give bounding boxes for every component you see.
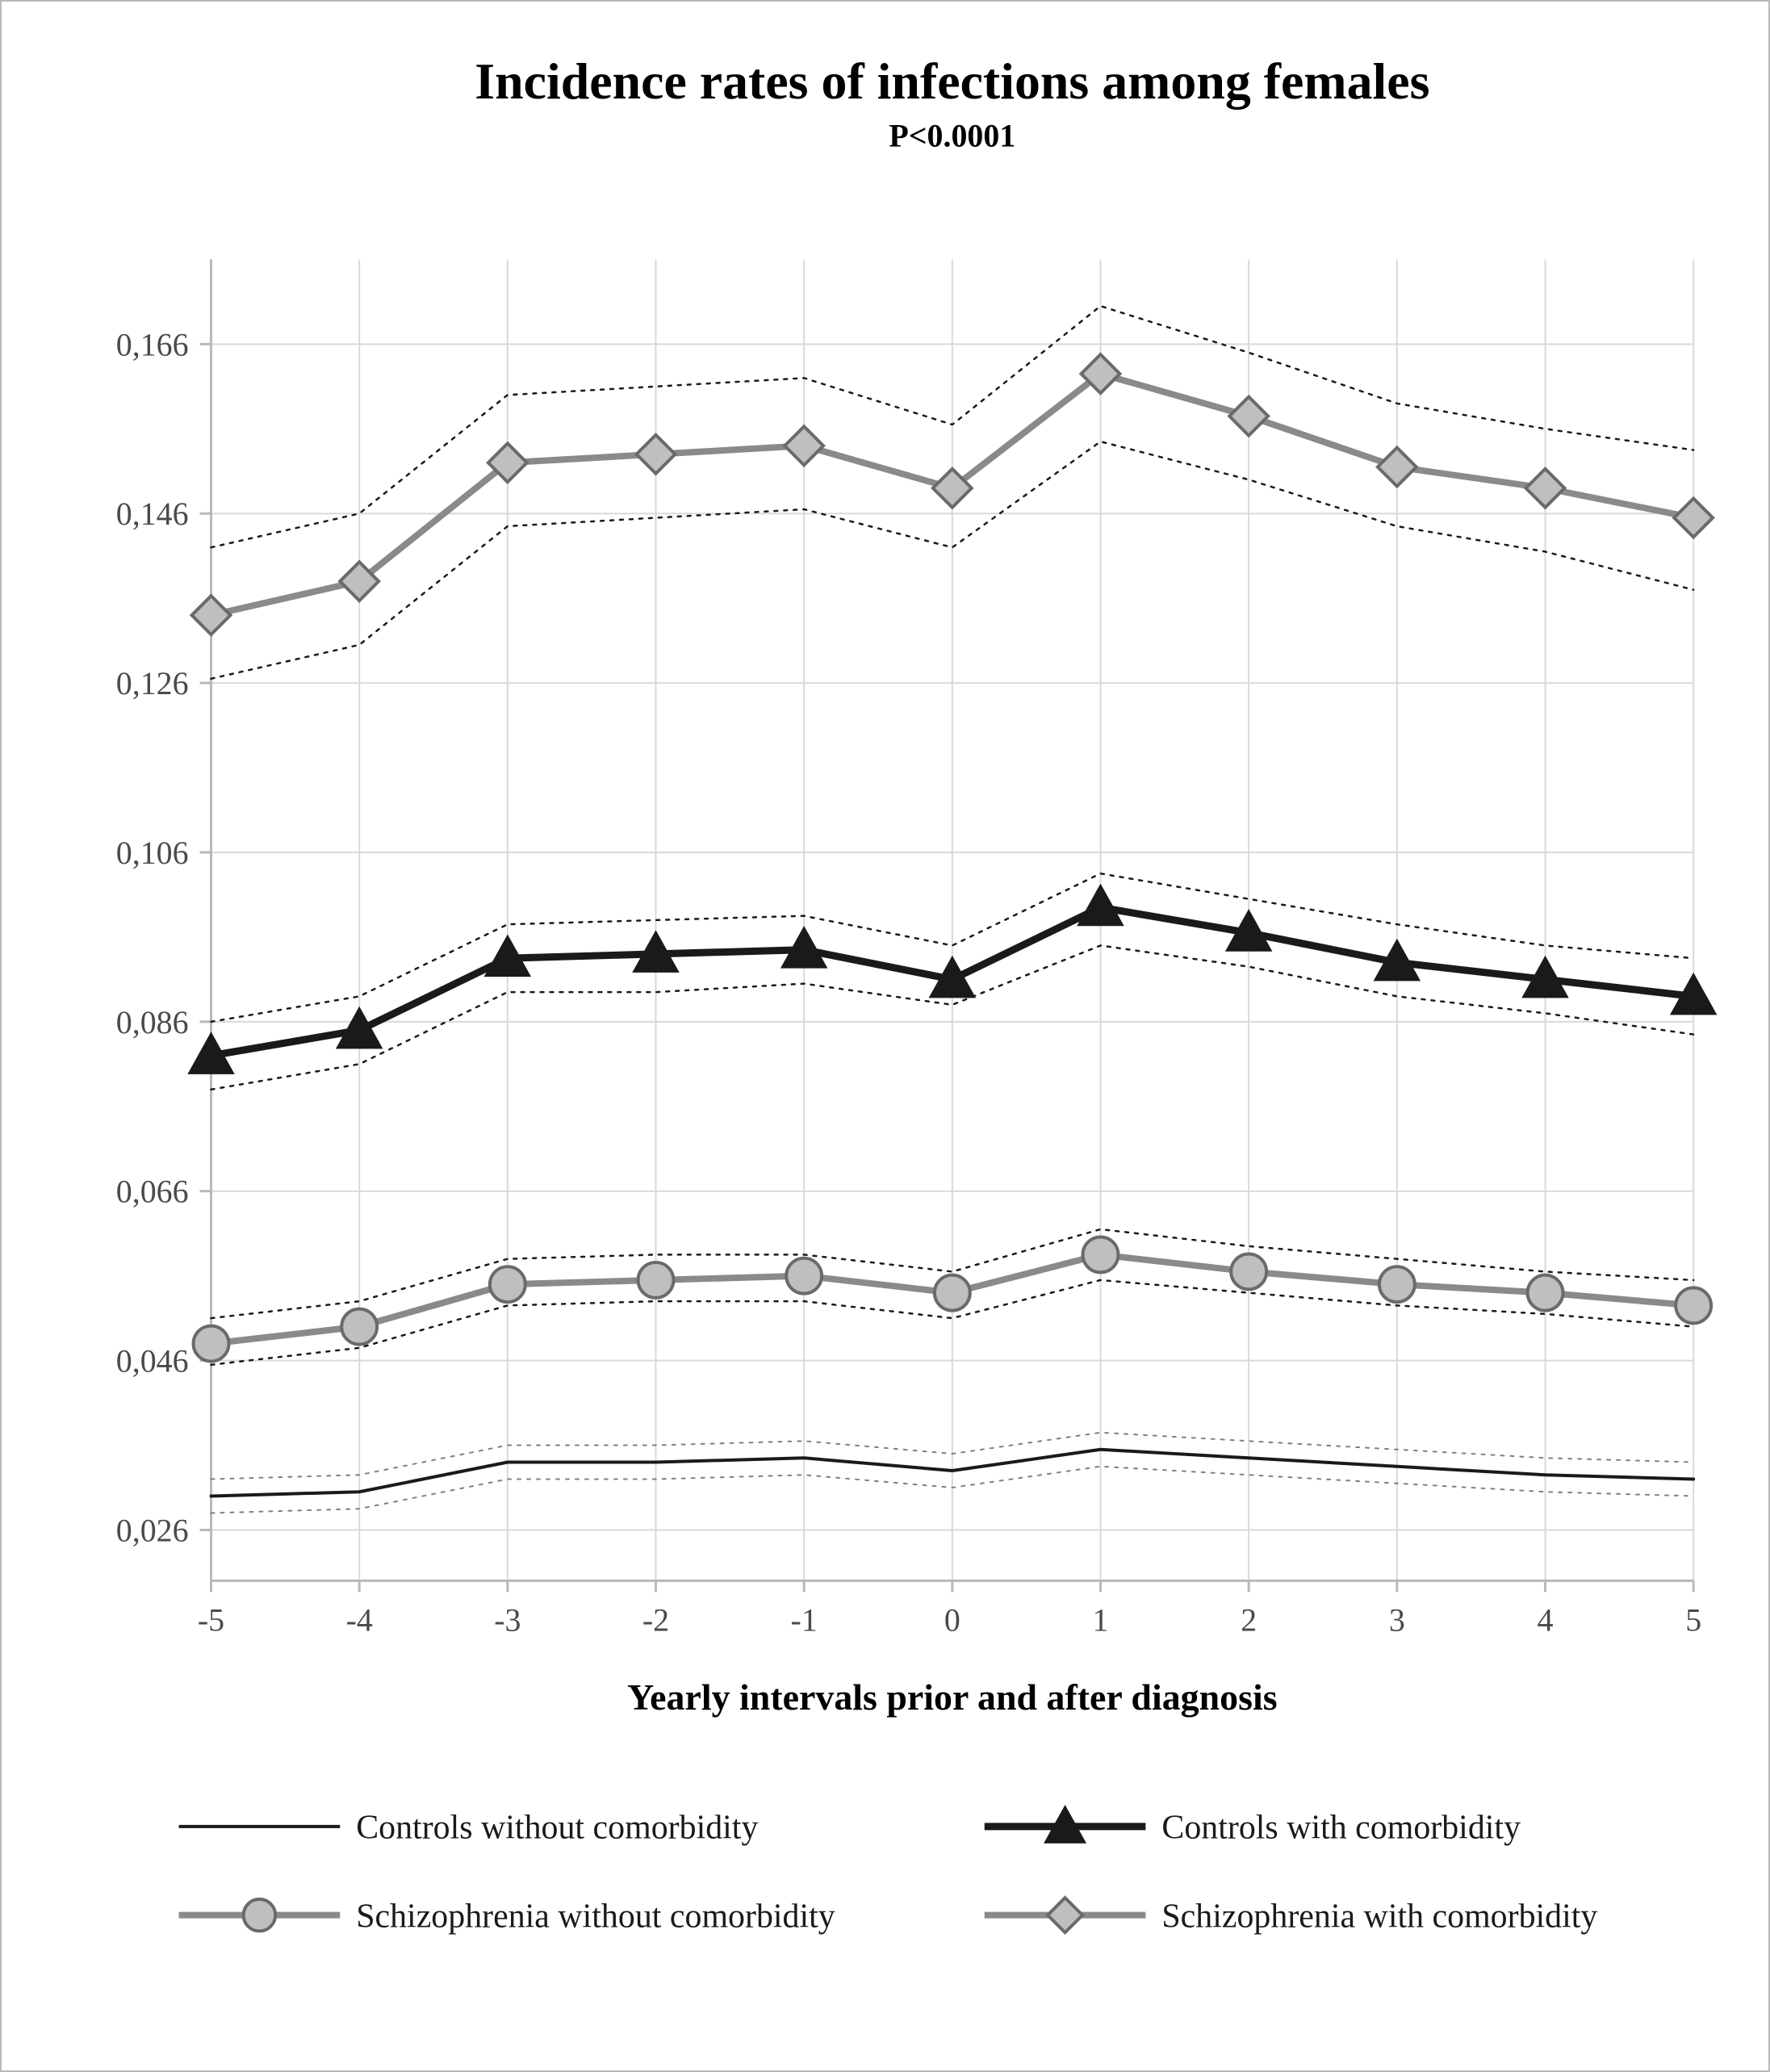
chart-subtitle: P<0.0001 [889,118,1015,154]
y-tick-label: 0,106 [116,835,189,871]
y-tick-label: 0,166 [116,326,189,362]
y-tick-label: 0,086 [116,1004,189,1040]
chart-frame: Incidence rates of infections among fema… [0,0,1770,2072]
y-tick-label: 0,126 [116,665,189,701]
y-tick-label: 0,046 [116,1343,189,1379]
legend-label-controls_without: Controls without comorbidity [356,1810,758,1847]
y-tick-label: 0,026 [116,1512,189,1548]
x-tick-label: -4 [346,1601,373,1638]
x-tick-label: 3 [1389,1601,1405,1638]
x-tick-label: -2 [642,1601,669,1638]
x-tick-label: -3 [494,1601,521,1638]
legend-label-controls_with: Controls with comorbidity [1161,1810,1521,1847]
x-tick-label: 2 [1241,1601,1257,1638]
x-axis-label: Yearly intervals prior and after diagnos… [627,1676,1278,1718]
x-tick-label: -5 [198,1601,224,1638]
legend-label-schizo_with: Schizophrenia with comorbidity [1161,1898,1597,1935]
y-tick-label: 0,146 [116,496,189,532]
chart-svg: Incidence rates of infections among fema… [2,2,1768,2070]
chart-title: Incidence rates of infections among fema… [475,52,1429,110]
legend-label-schizo_without: Schizophrenia without comorbidity [356,1898,835,1935]
x-tick-label: -1 [791,1601,818,1638]
y-tick-label: 0,066 [116,1174,189,1210]
x-tick-label: 1 [1093,1601,1109,1638]
x-tick-label: 5 [1685,1601,1701,1638]
x-tick-label: 4 [1538,1601,1554,1638]
x-tick-label: 0 [944,1601,960,1638]
